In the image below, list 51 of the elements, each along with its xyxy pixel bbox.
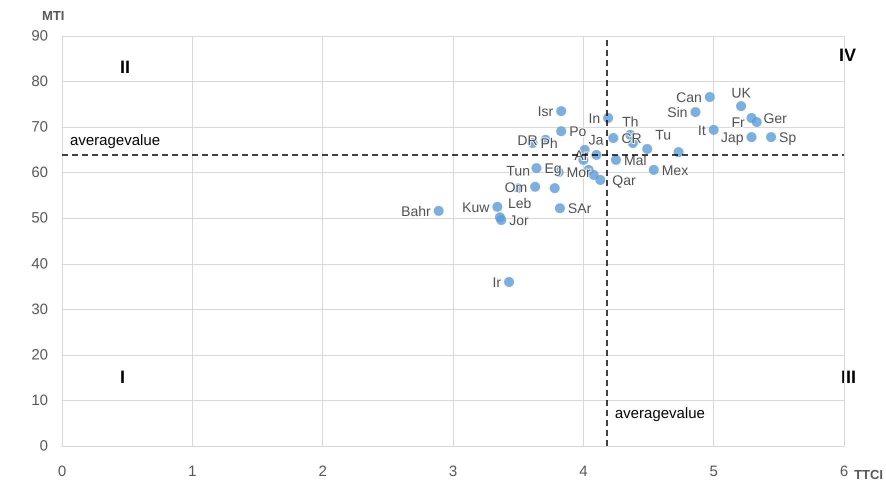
y-axis-title: MTI [42, 8, 64, 23]
data-label: Sp [779, 129, 796, 146]
data-label: Po [569, 123, 587, 140]
data-label: Kuw [462, 198, 490, 215]
data-label: DR [517, 132, 538, 148]
data-label: Ja [588, 131, 604, 148]
y-tick-label: 80 [31, 73, 48, 90]
x-tick-label: 4 [579, 463, 588, 480]
data-label: Mal [624, 152, 647, 168]
y-tick-label: 60 [31, 164, 48, 182]
y-tick-label: 0 [40, 438, 48, 454]
data-label: Th [622, 113, 638, 130]
data-label: Tu [655, 126, 672, 142]
annotation: I [120, 367, 126, 387]
data-label: Ph [540, 135, 558, 152]
data-label: Mex [662, 162, 688, 178]
data-label: Ger [764, 110, 788, 126]
data-label: Eg [544, 160, 562, 176]
data-label: In [588, 110, 600, 126]
data-label: SAr [568, 200, 592, 216]
y-tick-label: 70 [31, 118, 48, 136]
y-tick-label: 20 [31, 346, 48, 364]
data-label: Can [676, 89, 702, 106]
data-label: Jap [720, 129, 744, 146]
annotation: IV [838, 45, 856, 65]
y-tick-label: 10 [31, 392, 48, 409]
y-tick-label: 40 [31, 255, 48, 272]
y-tick-label: 50 [31, 210, 48, 227]
x-axis-title: TTCI [854, 467, 883, 482]
data-label: Ir [492, 274, 502, 290]
data-label: Sin [667, 104, 688, 120]
y-tick-label: 90 [31, 28, 48, 44]
data-label: Leb [508, 194, 532, 211]
x-tick-label: 6 [840, 463, 848, 480]
ref-line-label: averagevalue [70, 132, 160, 149]
y-tick-label: 30 [31, 300, 48, 318]
data-label: It [698, 122, 706, 138]
data-label: Isr [538, 103, 554, 120]
x-tick-label: 5 [710, 463, 718, 480]
ref-line-label: averagevalue [614, 405, 705, 422]
data-label: Jor [509, 212, 530, 228]
x-tick-label: 2 [318, 463, 327, 480]
x-tick-label: 1 [188, 463, 197, 480]
x-tick-label: 0 [58, 463, 66, 480]
data-label: UK [731, 84, 752, 101]
data-label: Tun [506, 162, 530, 179]
annotation: II [120, 57, 130, 77]
x-tick-label: 3 [448, 463, 458, 480]
data-label: Bahr [401, 202, 432, 219]
data-label: Qar [612, 172, 636, 188]
data-label: Fr [732, 114, 746, 130]
